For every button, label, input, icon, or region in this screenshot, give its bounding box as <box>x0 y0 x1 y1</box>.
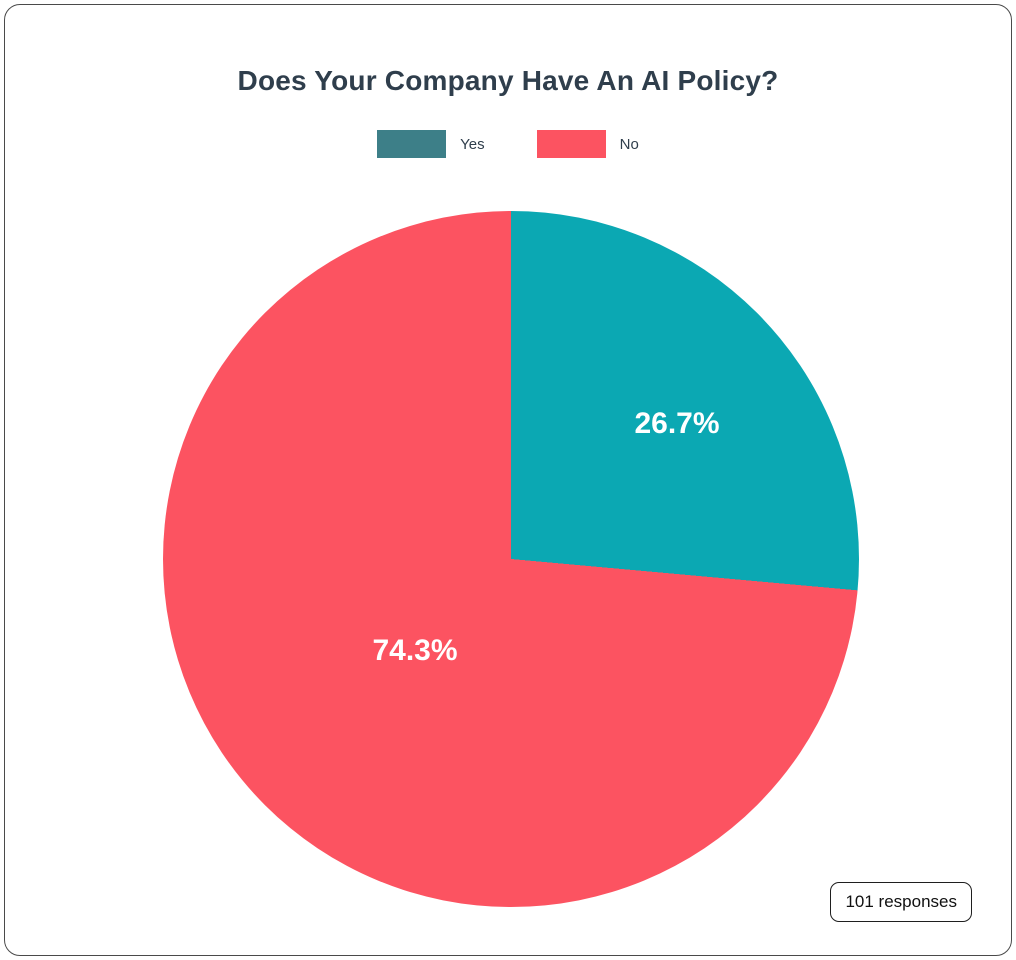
legend-swatch-no-icon <box>536 130 606 158</box>
legend: Yes No <box>5 130 1011 158</box>
legend-label-yes: Yes <box>460 135 485 153</box>
legend-swatch-yes-icon <box>377 130 447 158</box>
slice-label-yes: 26.7% <box>634 407 720 440</box>
chart-title: Does Your Company Have An AI Policy? <box>237 65 779 96</box>
responses-badge: 101 responses <box>830 882 972 922</box>
legend-item-no[interactable]: No <box>536 130 639 158</box>
slice-label-no: 74.3% <box>372 634 458 667</box>
pie-chart[interactable]: 26.7% 74.3% <box>163 211 859 907</box>
legend-label-no: No <box>619 135 639 153</box>
legend-item-yes[interactable]: Yes <box>377 130 485 158</box>
chart-card: Does Your Company Have An AI Policy? Yes… <box>4 4 1012 956</box>
